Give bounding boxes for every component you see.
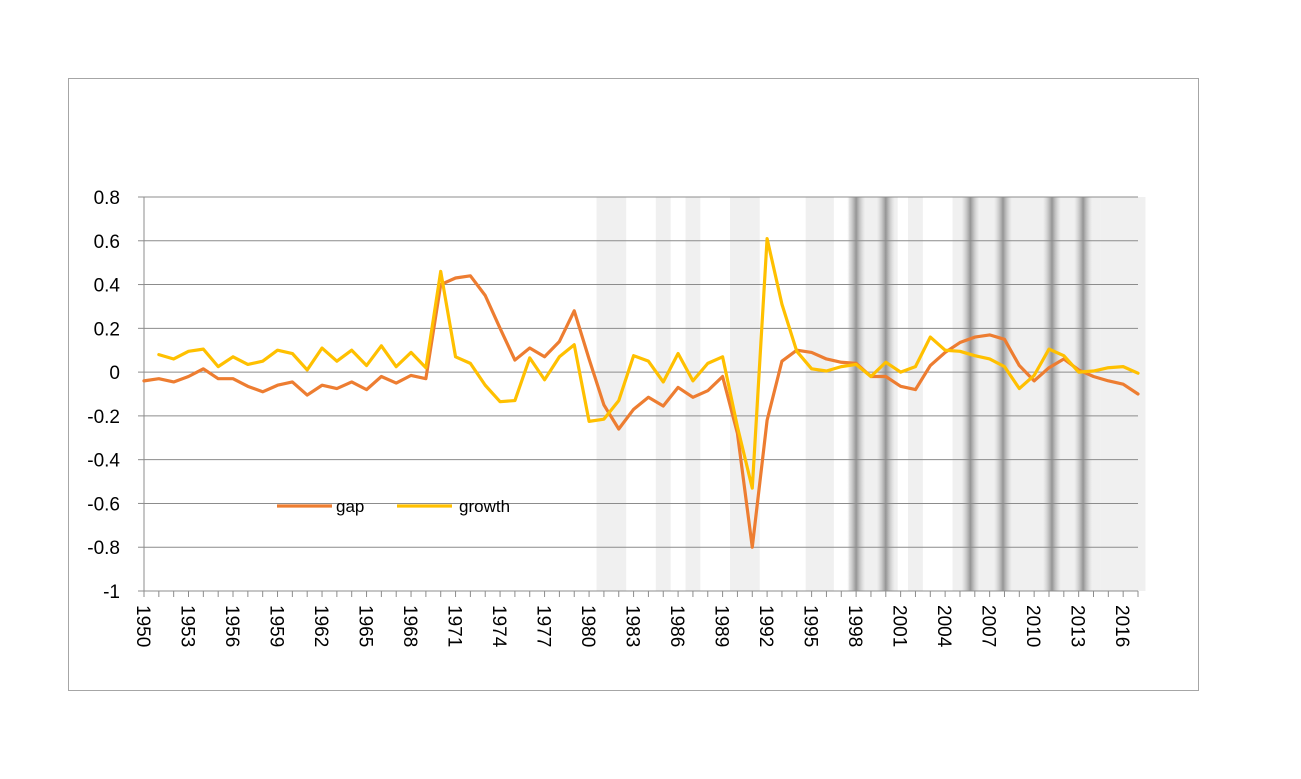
axes [138, 196, 1139, 597]
y-tick-label-1: -0.8 [87, 538, 120, 559]
x-tick-label-1971: 1971 [444, 605, 465, 647]
x-tick-label-1962: 1962 [310, 605, 331, 647]
data-series [142, 236, 1140, 549]
dark-stripe-4 [1042, 197, 1061, 591]
x-tick-label-1965: 1965 [355, 605, 376, 647]
recession-bands [596, 197, 1146, 591]
y-tick-label-4: -0.2 [87, 407, 120, 428]
y-tick-label-7: 0.4 [94, 276, 121, 297]
dark-stripe-3 [993, 197, 1012, 591]
dark-stripe-2 [961, 197, 980, 591]
legend: gap growth [277, 497, 510, 516]
x-tick-label-1980: 1980 [577, 605, 598, 647]
tick-labels: -1 -0.8 -0.6 -0.4 -0.2 0 0.2 0.4 0.6 0.8 1950 1953 1… [87, 188, 1132, 648]
x-tick-label-2016: 2016 [1111, 605, 1132, 647]
x-tick-label-2001: 2001 [889, 605, 910, 647]
x-tick-label-1998: 1998 [844, 605, 865, 647]
x-tick-label-1959: 1959 [266, 605, 287, 647]
x-tick-label-1974: 1974 [488, 605, 509, 648]
gridlines [144, 196, 1138, 548]
x-tick-label-1989: 1989 [711, 605, 732, 647]
y-tick-label-5: 0 [109, 363, 120, 384]
x-tick-label-2007: 2007 [978, 605, 999, 647]
x-tick-label-1992: 1992 [755, 605, 776, 647]
shaded-band-1 [655, 197, 671, 591]
chart-area: -1 -0.8 -0.6 -0.4 -0.2 0 0.2 0.4 0.6 0.8 1950 1953 1… [68, 78, 1199, 691]
x-tick-label-1956: 1956 [221, 605, 242, 647]
x-tick-label-2013: 2013 [1067, 605, 1088, 647]
series-line-gap [142, 274, 1140, 549]
shaded-band-6 [908, 197, 923, 591]
x-tick-label-2010: 2010 [1022, 605, 1043, 647]
legend-label-growth: growth [459, 497, 510, 516]
y-tick-label-9: 0.8 [94, 188, 120, 209]
x-tick-label-1953: 1953 [177, 605, 198, 647]
y-tick-label-0: -1 [103, 582, 120, 603]
legend-label-gap: gap [336, 497, 364, 516]
x-tick-label-1983: 1983 [622, 605, 643, 647]
x-tick-label-2004: 2004 [933, 605, 954, 648]
shaded-band-4 [805, 197, 834, 591]
shaded-band-2 [685, 197, 701, 591]
y-tick-label-3: -0.4 [87, 451, 120, 472]
x-tick-label-1968: 1968 [399, 605, 420, 647]
dark-stripe-0 [847, 197, 866, 591]
x-tick-label-1986: 1986 [666, 605, 687, 647]
x-tick-label-1977: 1977 [533, 605, 554, 647]
y-tick-label-8: 0.6 [94, 232, 120, 253]
dark-stripe-5 [1074, 197, 1093, 591]
dark-stripe-1 [876, 197, 895, 591]
x-tick-label-1995: 1995 [800, 605, 821, 647]
y-tick-label-6: 0.2 [94, 319, 120, 340]
series-line-growth [157, 236, 1140, 490]
line-chart: -1 -0.8 -0.6 -0.4 -0.2 0 0.2 0.4 0.6 0.8 1950 1953 1… [87, 188, 1146, 648]
x-tick-label-1950: 1950 [132, 605, 153, 647]
y-tick-label-2: -0.6 [87, 494, 120, 515]
